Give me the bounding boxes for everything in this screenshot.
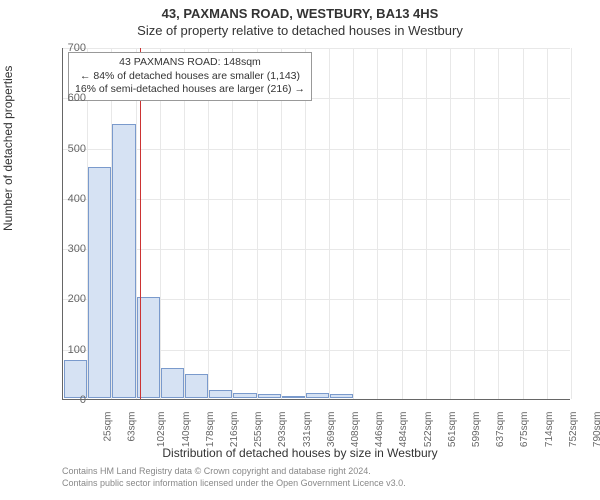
gridline-v bbox=[523, 48, 524, 399]
annotation-line-1: ← 84% of detached houses are smaller (1,… bbox=[75, 70, 305, 84]
chart-title-sub: Size of property relative to detached ho… bbox=[0, 21, 600, 38]
gridline-v bbox=[571, 48, 572, 399]
gridline-v bbox=[498, 48, 499, 399]
x-tick-label: 102sqm bbox=[157, 412, 168, 448]
x-tick-label: 255sqm bbox=[253, 412, 264, 448]
histogram-bar bbox=[161, 368, 184, 398]
x-tick-label: 484sqm bbox=[398, 412, 409, 448]
gridline-v bbox=[426, 48, 427, 399]
x-tick-label: 714sqm bbox=[544, 412, 555, 448]
histogram-bar bbox=[258, 394, 281, 398]
x-tick-label: 331sqm bbox=[302, 412, 313, 448]
y-tick-label: 200 bbox=[56, 293, 86, 305]
histogram-bar bbox=[209, 390, 232, 398]
histogram-bar bbox=[88, 167, 111, 398]
y-axis-label: Number of detached properties bbox=[1, 66, 15, 231]
y-tick-label: 700 bbox=[56, 42, 86, 54]
x-tick-label: 675sqm bbox=[519, 412, 530, 448]
x-tick-label: 25sqm bbox=[103, 412, 114, 442]
annotation-title: 43 PAXMANS ROAD: 148sqm bbox=[75, 56, 305, 70]
histogram-bar bbox=[330, 394, 353, 398]
x-axis-label: Distribution of detached houses by size … bbox=[0, 446, 600, 460]
y-tick-label: 300 bbox=[56, 243, 86, 255]
x-tick-label: 369sqm bbox=[326, 412, 337, 448]
histogram-bar bbox=[112, 124, 135, 398]
x-tick-label: 637sqm bbox=[495, 412, 506, 448]
footer: Contains HM Land Registry data © Crown c… bbox=[62, 466, 406, 489]
x-tick-label: 790sqm bbox=[592, 412, 600, 448]
y-tick-label: 100 bbox=[56, 344, 86, 356]
x-tick-label: 599sqm bbox=[471, 412, 482, 448]
gridline-v bbox=[474, 48, 475, 399]
gridline-h bbox=[63, 199, 570, 200]
gridline-v bbox=[377, 48, 378, 399]
footer-line-2: Contains public sector information licen… bbox=[62, 478, 406, 490]
histogram-bar bbox=[64, 360, 87, 398]
y-tick-label: 600 bbox=[56, 92, 86, 104]
gridline-h bbox=[63, 249, 570, 250]
y-tick-label: 400 bbox=[56, 193, 86, 205]
gridline-v bbox=[450, 48, 451, 399]
gridline-v bbox=[329, 48, 330, 399]
x-tick-label: 408sqm bbox=[350, 412, 361, 448]
histogram-bar bbox=[306, 393, 329, 398]
x-tick-label: 752sqm bbox=[568, 412, 579, 448]
chart-title-main: 43, PAXMANS ROAD, WESTBURY, BA13 4HS bbox=[0, 0, 600, 21]
x-tick-label: 293sqm bbox=[278, 412, 289, 448]
annotation-box: 43 PAXMANS ROAD: 148sqm ← 84% of detache… bbox=[68, 52, 312, 101]
histogram-bar bbox=[185, 374, 208, 398]
x-tick-label: 446sqm bbox=[374, 412, 385, 448]
gridline-v bbox=[402, 48, 403, 399]
gridline-v bbox=[353, 48, 354, 399]
chart-container: 43, PAXMANS ROAD, WESTBURY, BA13 4HS Siz… bbox=[0, 0, 600, 500]
y-tick-label: 500 bbox=[56, 143, 86, 155]
histogram-bar bbox=[233, 393, 256, 398]
gridline-h bbox=[63, 48, 570, 49]
x-tick-label: 561sqm bbox=[447, 412, 458, 448]
x-tick-label: 178sqm bbox=[205, 412, 216, 448]
gridline-h bbox=[63, 149, 570, 150]
x-tick-label: 522sqm bbox=[423, 412, 434, 448]
histogram-bar bbox=[282, 396, 305, 398]
annotation-line-2: 16% of semi-detached houses are larger (… bbox=[75, 83, 305, 97]
y-tick-label: 0 bbox=[56, 394, 86, 406]
x-tick-label: 140sqm bbox=[181, 412, 192, 448]
x-tick-label: 216sqm bbox=[229, 412, 240, 448]
gridline-v bbox=[547, 48, 548, 399]
chart-area: 43 PAXMANS ROAD: 148sqm ← 84% of detache… bbox=[62, 48, 570, 400]
footer-line-1: Contains HM Land Registry data © Crown c… bbox=[62, 466, 406, 478]
x-tick-label: 63sqm bbox=[127, 412, 138, 442]
